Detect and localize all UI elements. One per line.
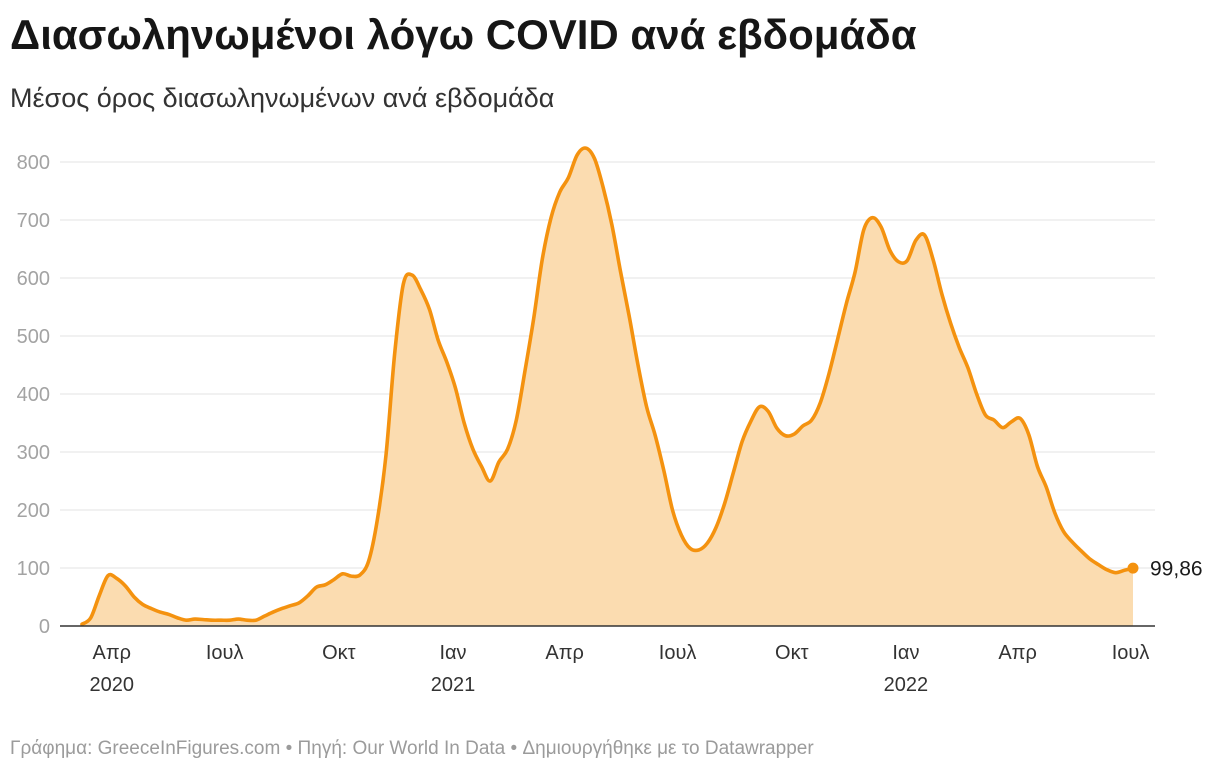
y-tick-label: 400 (17, 384, 50, 406)
chart-footer: Γράφημα: GreeceInFigures.com • Πηγή: Our… (10, 739, 814, 758)
y-tick-label: 600 (17, 268, 50, 290)
x-tick-label: Απρ (545, 642, 584, 664)
y-tick-label: 100 (17, 558, 50, 580)
y-tick-label: 200 (17, 500, 50, 522)
chart-subtitle: Μέσος όρος διασωληνωμένων ανά εβδομάδα (10, 83, 555, 113)
end-value-label: 99,86 (1150, 558, 1203, 581)
x-tick-year-label: 2020 (90, 674, 135, 696)
y-tick-label: 700 (17, 210, 50, 232)
x-tick-label: Οκτ (775, 642, 809, 664)
series-area (82, 148, 1133, 626)
y-tick-label: 500 (17, 326, 50, 348)
datawrapper-credit-link[interactable]: Δημιουργήθηκε με το Datawrapper (522, 738, 814, 759)
x-tick-label: Ιαν (892, 642, 919, 664)
series-line (80, 146, 1135, 627)
y-tick-label: 0 (39, 616, 50, 638)
x-tick-year-label: 2022 (884, 674, 929, 696)
x-tick-label: Απρ (93, 642, 132, 664)
x-tick-label: Απρ (998, 642, 1037, 664)
footer-separator: • (285, 738, 293, 759)
x-tick-year-label: 2021 (431, 674, 476, 696)
x-tick-label: Ιαν (439, 642, 466, 664)
footer-separator: • (510, 738, 518, 759)
byline: Γράφημα: GreeceInFigures.com (10, 738, 281, 759)
x-tick-label: Ιουλ (659, 642, 697, 664)
x-tick-label: Ιουλ (206, 642, 244, 664)
end-point-marker (1127, 562, 1139, 574)
chart-title: Διασωληνωμένοι λόγω COVID ανά εβδομάδα (10, 11, 917, 58)
y-tick-label: 300 (17, 442, 50, 464)
y-tick-label: 800 (17, 152, 50, 174)
x-tick-label: Οκτ (322, 642, 356, 664)
source-link[interactable]: Our World In Data (352, 738, 506, 759)
source-label: Πηγή: (297, 738, 348, 759)
x-tick-label: Ιουλ (1112, 642, 1150, 664)
